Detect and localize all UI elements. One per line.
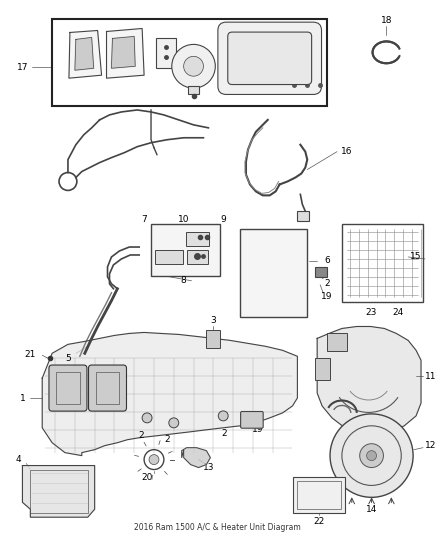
Text: 10: 10 — [178, 215, 189, 224]
Text: 14: 14 — [366, 505, 377, 514]
Text: 4: 4 — [16, 455, 21, 464]
Polygon shape — [42, 333, 297, 456]
Bar — [52, 19, 327, 106]
Text: 2: 2 — [138, 431, 144, 440]
Text: 7: 7 — [141, 215, 147, 224]
Text: 5: 5 — [65, 354, 71, 363]
FancyBboxPatch shape — [49, 365, 87, 411]
Circle shape — [367, 451, 377, 461]
Text: 2016 Ram 1500 A/C & Heater Unit Diagram: 2016 Ram 1500 A/C & Heater Unit Diagram — [134, 523, 300, 531]
Circle shape — [172, 44, 215, 88]
Text: 24: 24 — [392, 308, 404, 317]
Text: 22: 22 — [314, 516, 325, 526]
Bar — [95, 372, 120, 404]
Circle shape — [218, 411, 228, 421]
Text: 2: 2 — [221, 429, 227, 438]
FancyBboxPatch shape — [218, 22, 321, 94]
Text: 11: 11 — [425, 372, 437, 381]
Bar — [156, 38, 176, 68]
Bar — [30, 470, 88, 513]
Text: 12: 12 — [425, 441, 437, 450]
Circle shape — [142, 413, 152, 423]
Text: 8: 8 — [181, 276, 187, 285]
Bar — [155, 250, 183, 264]
Bar — [293, 478, 345, 513]
Circle shape — [330, 414, 413, 497]
Circle shape — [149, 455, 159, 465]
Bar — [187, 86, 199, 94]
Bar — [206, 330, 220, 349]
Bar — [327, 334, 347, 351]
Polygon shape — [69, 30, 102, 78]
Circle shape — [169, 418, 179, 428]
Bar — [315, 358, 330, 380]
Text: 18: 18 — [381, 16, 392, 25]
Text: 19: 19 — [321, 292, 333, 301]
Text: 1: 1 — [20, 393, 25, 402]
Polygon shape — [317, 327, 421, 436]
Text: 9: 9 — [220, 215, 226, 224]
Text: 17: 17 — [17, 63, 28, 72]
Text: 21: 21 — [25, 350, 36, 359]
Circle shape — [184, 56, 203, 76]
FancyBboxPatch shape — [88, 365, 127, 411]
Polygon shape — [22, 465, 95, 517]
Text: 19: 19 — [252, 425, 264, 434]
Bar — [297, 481, 341, 509]
Text: 20: 20 — [141, 473, 153, 482]
Polygon shape — [182, 448, 210, 467]
FancyBboxPatch shape — [228, 32, 312, 85]
Bar — [342, 224, 423, 302]
Text: 13: 13 — [203, 463, 214, 472]
Text: 2: 2 — [164, 435, 170, 444]
Polygon shape — [75, 37, 94, 70]
Text: 2: 2 — [324, 279, 330, 288]
Bar — [240, 229, 307, 317]
Polygon shape — [111, 36, 135, 68]
Text: 3: 3 — [210, 316, 216, 325]
Bar — [187, 250, 208, 264]
Bar — [151, 224, 220, 276]
Bar — [186, 232, 209, 246]
FancyBboxPatch shape — [240, 411, 263, 428]
Polygon shape — [106, 28, 144, 78]
Bar — [56, 372, 80, 404]
Text: 16: 16 — [341, 147, 353, 156]
Bar — [297, 211, 309, 221]
Text: 6: 6 — [324, 256, 330, 265]
Bar — [315, 267, 327, 277]
Circle shape — [360, 443, 383, 467]
Text: 23: 23 — [365, 308, 376, 317]
Text: 15: 15 — [410, 253, 422, 262]
